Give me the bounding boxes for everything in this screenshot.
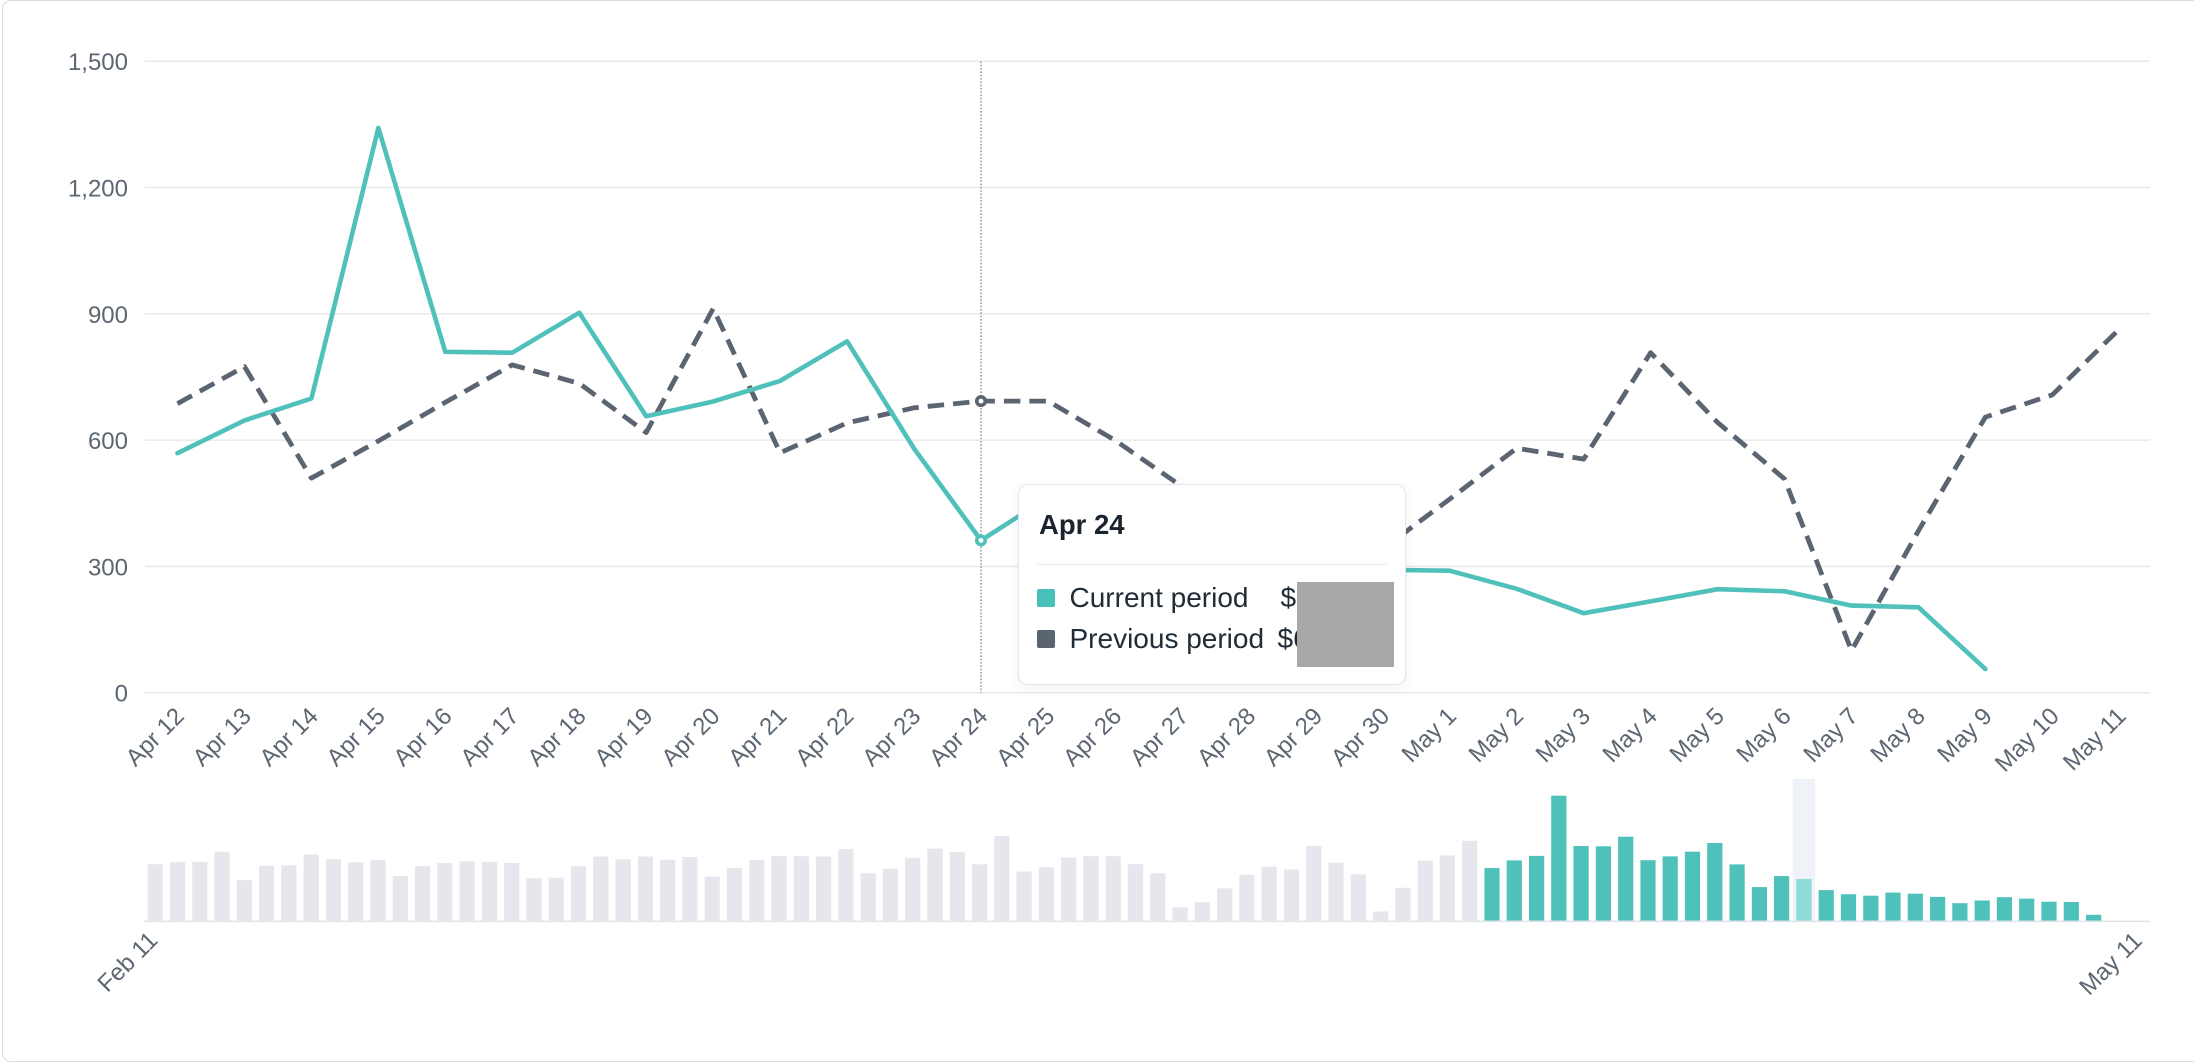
- svg-text:Apr 14: Apr 14: [255, 703, 324, 772]
- svg-text:1,200: 1,200: [68, 176, 128, 203]
- svg-text:May 6: May 6: [1731, 703, 1796, 768]
- svg-text:Apr 16: Apr 16: [388, 703, 457, 772]
- svg-text:Apr 30: Apr 30: [1326, 703, 1395, 772]
- svg-text:Feb 11: Feb 11: [93, 927, 164, 998]
- svg-text:May 11: May 11: [2074, 927, 2147, 1000]
- svg-text:Apr 20: Apr 20: [656, 703, 725, 772]
- svg-text:Apr 23: Apr 23: [857, 703, 926, 772]
- svg-text:May 4: May 4: [1598, 703, 1663, 768]
- svg-text:1,500: 1,500: [68, 49, 128, 76]
- svg-text:Apr 19: Apr 19: [589, 703, 658, 772]
- svg-text:600: 600: [88, 428, 128, 455]
- svg-text:900: 900: [88, 302, 128, 329]
- svg-text:Apr 22: Apr 22: [790, 703, 859, 772]
- svg-text:May 8: May 8: [1865, 703, 1930, 768]
- svg-text:May 3: May 3: [1531, 703, 1596, 768]
- svg-text:Apr 18: Apr 18: [522, 703, 591, 772]
- svg-text:May 11: May 11: [2058, 703, 2131, 776]
- svg-text:May 7: May 7: [1798, 703, 1863, 768]
- svg-text:Apr 17: Apr 17: [455, 703, 524, 772]
- svg-text:Apr 27: Apr 27: [1125, 703, 1194, 772]
- svg-text:May 2: May 2: [1464, 703, 1529, 768]
- svg-text:0: 0: [115, 681, 128, 708]
- svg-text:May 10: May 10: [1990, 703, 2065, 778]
- svg-text:Apr 13: Apr 13: [188, 703, 257, 772]
- svg-text:300: 300: [88, 554, 128, 581]
- svg-text:Apr 15: Apr 15: [322, 703, 391, 772]
- svg-text:Apr 12: Apr 12: [121, 703, 190, 772]
- svg-text:May 1: May 1: [1397, 703, 1462, 768]
- svg-text:Apr 21: Apr 21: [723, 703, 792, 772]
- svg-text:Apr 26: Apr 26: [1058, 703, 1127, 772]
- svg-text:Apr 25: Apr 25: [991, 703, 1060, 772]
- svg-text:Apr 24: Apr 24: [924, 703, 993, 772]
- svg-text:May 9: May 9: [1932, 703, 1997, 768]
- svg-text:May 5: May 5: [1665, 703, 1730, 768]
- svg-text:Apr 28: Apr 28: [1192, 703, 1261, 772]
- svg-text:Apr 29: Apr 29: [1259, 703, 1328, 772]
